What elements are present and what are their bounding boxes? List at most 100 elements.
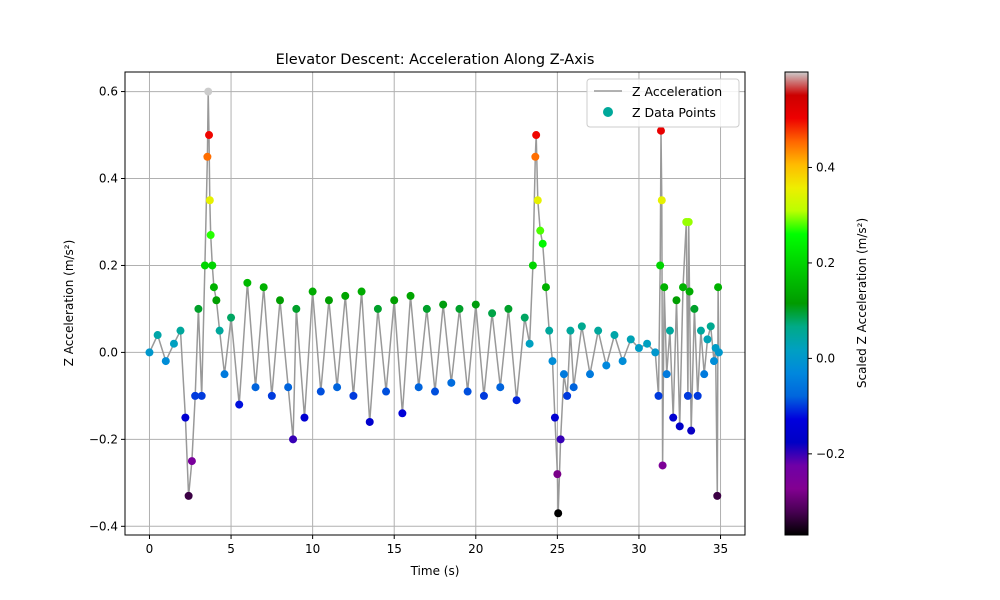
data-point (390, 296, 399, 305)
data-point (333, 383, 342, 392)
y-axis: −0.4 −0.2 0.0 0.2 0.4 0.6 (89, 85, 125, 533)
data-point (153, 331, 162, 340)
data-point (215, 326, 224, 335)
x-axis: 0 5 10 15 20 25 30 35 (146, 535, 728, 556)
data-point (205, 131, 214, 140)
data-point (204, 87, 213, 96)
colorbar-tick-label: 0.4 (816, 160, 835, 174)
data-point (431, 387, 439, 396)
data-point (220, 370, 229, 379)
colorbar-gradient (784, 71, 809, 536)
colorbar-tick-label: 0.2 (816, 256, 835, 270)
data-point (289, 435, 298, 444)
data-point (656, 261, 665, 270)
data-point (662, 370, 671, 379)
data-point (651, 348, 660, 357)
data-point (512, 396, 521, 405)
data-point (586, 370, 594, 379)
data-point (267, 391, 276, 400)
data-point (187, 457, 196, 466)
data-point (602, 361, 611, 370)
data-point (463, 387, 472, 396)
x-tick-label: 30 (631, 542, 646, 556)
data-point (685, 287, 694, 296)
data-point (660, 283, 669, 292)
colorbar-label: Scaled Z Acceleration (m/s²) (855, 218, 869, 388)
data-point (181, 413, 190, 422)
data-point (212, 296, 221, 305)
data-point (684, 217, 693, 226)
data-point (675, 422, 684, 431)
data-point (618, 357, 627, 366)
data-point (658, 461, 667, 470)
data-point (197, 391, 206, 400)
chart-title: Elevator Descent: Acceleration Along Z-A… (276, 52, 595, 68)
data-point (528, 261, 537, 270)
data-point (693, 391, 702, 400)
data-point (251, 383, 260, 392)
data-point (626, 335, 635, 344)
data-point (541, 283, 550, 292)
plot-frame (124, 71, 746, 536)
data-point (531, 152, 540, 161)
y-tick-label: 0.4 (99, 172, 118, 186)
data-point (447, 378, 456, 387)
data-point (357, 287, 366, 296)
data-point (548, 357, 557, 366)
data-point (569, 383, 578, 392)
data-point (683, 391, 692, 400)
data-point (308, 287, 317, 296)
data-point (643, 339, 652, 348)
data-point (455, 304, 464, 313)
data-point (276, 296, 284, 305)
plot-area (145, 87, 723, 518)
data-point (654, 391, 663, 400)
x-tick-label: 25 (550, 542, 565, 556)
data-point (145, 348, 154, 357)
data-point (382, 387, 391, 396)
y-tick-label: 0.2 (99, 258, 118, 272)
data-point (545, 326, 554, 335)
data-point (161, 357, 170, 366)
x-tick-label: 20 (468, 542, 483, 556)
data-point (208, 261, 217, 270)
y-tick-label: 0.6 (99, 85, 118, 99)
x-tick-label: 15 (387, 542, 402, 556)
data-point (227, 313, 236, 322)
data-point (690, 304, 699, 313)
data-point (209, 283, 218, 292)
data-point (706, 322, 715, 331)
data-point (488, 309, 497, 318)
colorbar-tick-label: −0.2 (816, 447, 845, 461)
data-point (714, 348, 723, 357)
data-point (324, 296, 333, 305)
legend-box (586, 78, 740, 128)
data-point (194, 304, 203, 313)
colorbar: −0.2 0.0 0.2 0.4 Scaled Z Acceleration (m/s… (784, 71, 869, 536)
data-point (532, 131, 541, 140)
legend-label-scatter: Z Data Points (632, 105, 716, 120)
data-point (235, 400, 244, 409)
data-point (665, 326, 674, 335)
data-point (496, 383, 505, 392)
data-point (594, 326, 603, 335)
data-point (550, 413, 559, 422)
data-point (634, 344, 643, 353)
x-axis-label: Time (s) (410, 564, 460, 578)
y-tick-label: −0.2 (89, 432, 118, 446)
legend-scatter-swatch (603, 107, 613, 117)
data-point (243, 278, 252, 287)
data-point (373, 304, 382, 313)
x-tick-label: 5 (227, 542, 235, 556)
data-point (203, 152, 212, 161)
data-point (439, 300, 448, 309)
data-point (657, 196, 666, 205)
data-point (538, 239, 547, 248)
colorbar-tick-label: 0.0 (816, 351, 835, 365)
data-point (714, 283, 723, 292)
data-point (504, 304, 513, 313)
data-point (525, 339, 534, 348)
data-point (696, 326, 705, 335)
y-tick-label: 0.0 (99, 345, 118, 359)
